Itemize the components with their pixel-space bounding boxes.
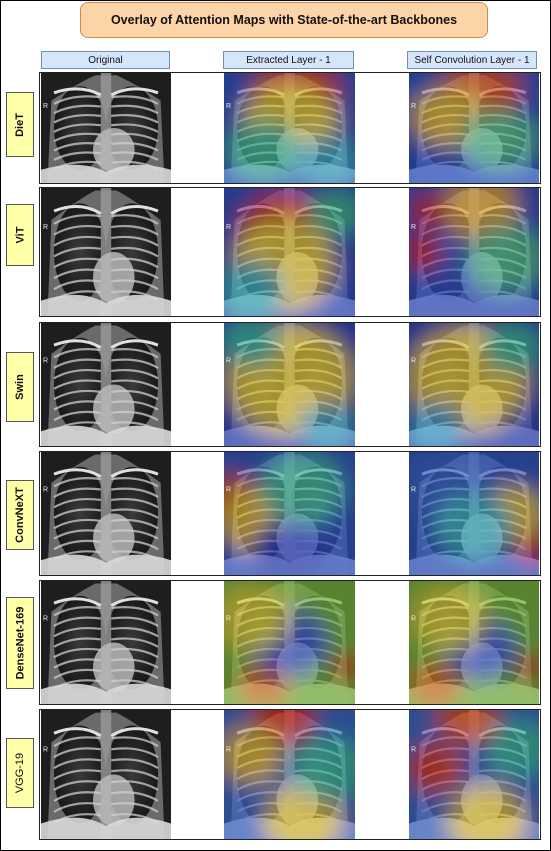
side-marker: R <box>43 615 48 622</box>
side-marker: R <box>411 224 416 231</box>
self-convolution-attention-map: R <box>409 710 539 839</box>
side-marker: R <box>43 103 48 110</box>
side-marker: R <box>411 486 416 493</box>
self-convolution-attention-map: R <box>409 73 539 183</box>
original-xray-image: R <box>41 581 171 704</box>
extracted-layer-attention-map: R <box>224 188 355 316</box>
extracted-layer-attention-map: R <box>224 73 355 183</box>
original-xray-image: R <box>41 710 171 839</box>
side-marker: R <box>226 486 231 493</box>
row-label: ViT <box>6 204 34 266</box>
row-label-text: DenseNet-169 <box>14 606 27 680</box>
self-convolution-attention-map: R <box>409 581 539 704</box>
side-marker: R <box>43 486 48 493</box>
row-label-text: ConvNeXT <box>14 487 26 543</box>
side-marker: R <box>411 746 416 753</box>
side-marker: R <box>226 224 231 231</box>
row-label: DieT <box>6 92 34 157</box>
row-label: VGG-19 <box>6 738 34 808</box>
side-marker: R <box>43 746 48 753</box>
side-marker: R <box>43 224 48 231</box>
row-label-text: Swin <box>13 374 26 400</box>
self-convolution-attention-map: R <box>409 323 539 446</box>
side-marker: R <box>226 357 231 364</box>
column-header-extracted-layer: Extracted Layer - 1 <box>223 51 354 69</box>
column-header-self-convolution-layer: Self Convolution Layer - 1 <box>407 51 537 69</box>
row-label-text: ViT <box>13 226 26 244</box>
side-marker: R <box>226 615 231 622</box>
original-xray-image: R <box>41 452 171 575</box>
original-xray-image: R <box>41 188 171 316</box>
self-convolution-attention-map: R <box>409 188 539 316</box>
side-marker: R <box>411 103 416 110</box>
side-marker: R <box>226 746 231 753</box>
row-label-text: VGG-19 <box>14 752 27 794</box>
extracted-layer-attention-map: R <box>224 323 355 446</box>
row-label: DenseNet-169 <box>6 597 34 689</box>
column-header-original: Original <box>41 51 170 69</box>
self-convolution-attention-map: R <box>409 452 539 575</box>
extracted-layer-attention-map: R <box>224 710 355 839</box>
extracted-layer-attention-map: R <box>224 452 355 575</box>
side-marker: R <box>411 615 416 622</box>
original-xray-image: R <box>41 323 171 446</box>
row-label: ConvNeXT <box>6 480 34 550</box>
row-label-text: DieT <box>14 112 26 137</box>
side-marker: R <box>411 357 416 364</box>
original-xray-image: R <box>41 73 171 183</box>
side-marker: R <box>43 357 48 364</box>
side-marker: R <box>226 103 231 110</box>
extracted-layer-attention-map: R <box>224 581 355 704</box>
row-label: Swin <box>6 352 34 422</box>
figure-title: Overlay of Attention Maps with State-of-… <box>80 2 488 38</box>
